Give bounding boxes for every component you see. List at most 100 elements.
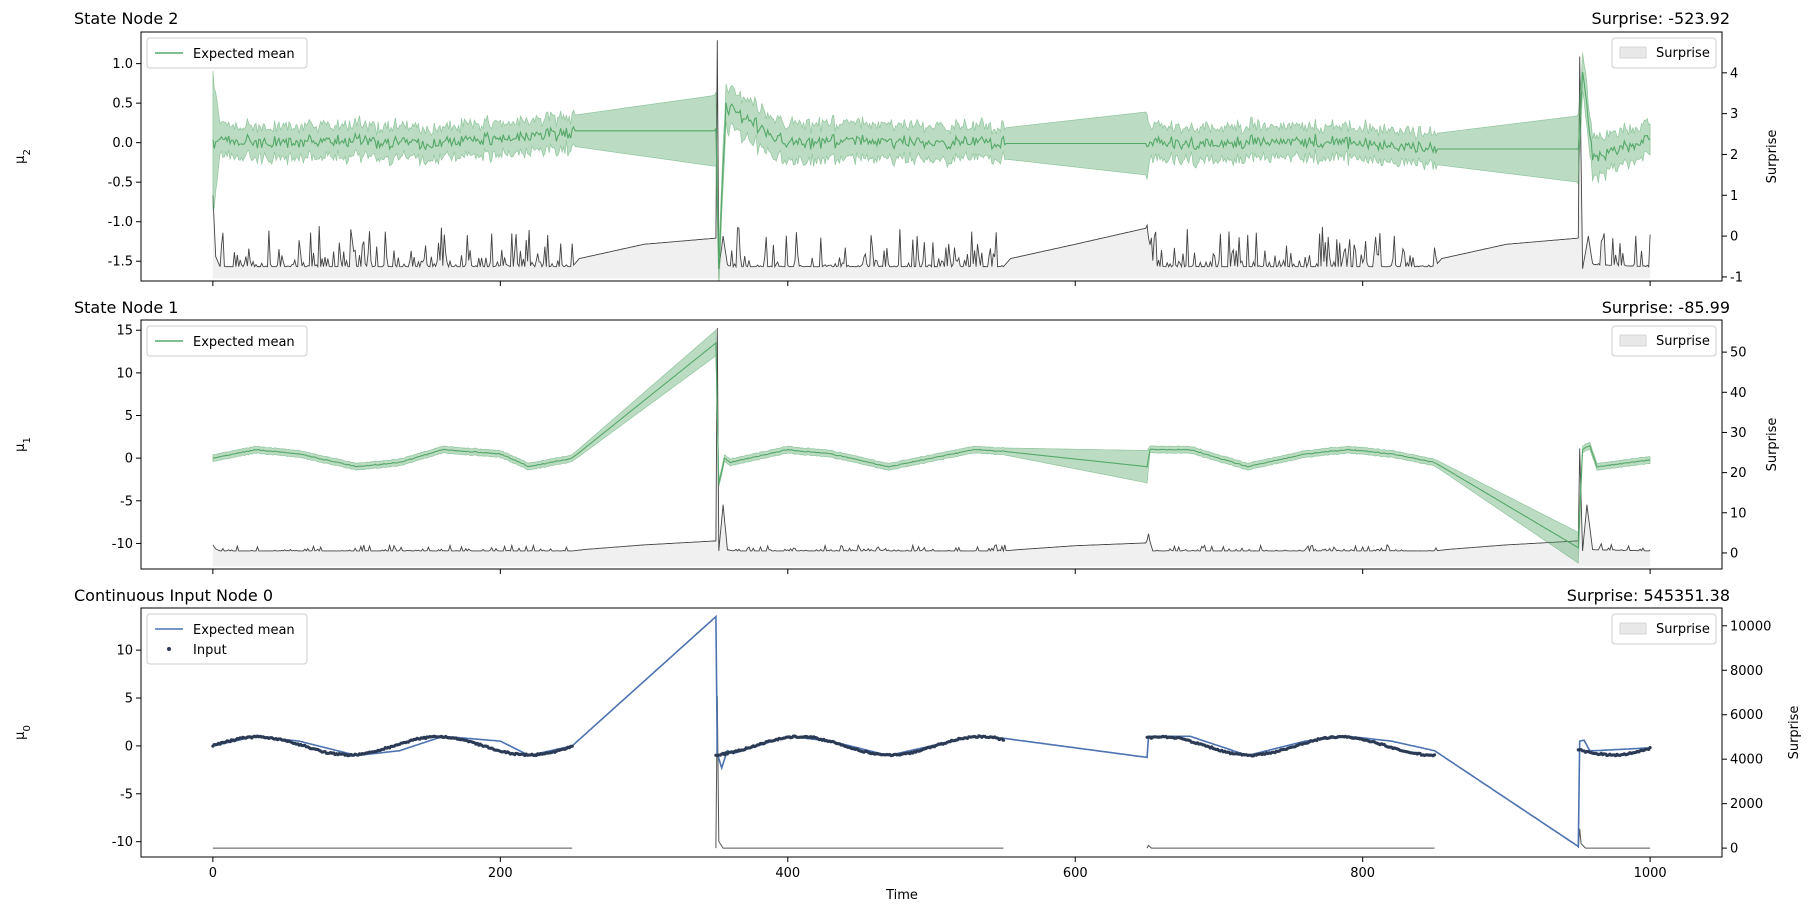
input-point [570,744,574,748]
plot-area: 0 200 400 600 800 1000 10 5 0 -5 -10 10000 8000 6000 4… [13,607,1802,881]
axes-frame [140,319,1723,570]
y-tick-label: 15 [116,324,133,339]
surprise-line-segment [715,696,1004,849]
surprise-line [212,327,1651,553]
y-right-tick-label: 20 [1730,466,1747,481]
y-right-tick-label: 10 [1730,506,1747,521]
y-axis-label: μ0 [13,725,33,740]
y-tick-label: 5 [125,692,133,707]
y-tick-label: -0.5 [108,176,133,191]
y-right-tick-label: 0 [1730,842,1738,857]
legend-left: Expected mean Input [146,613,308,665]
legend-marker-surprise [1619,622,1647,635]
legend-left: Expected mean [146,325,308,357]
panel-title: State Node 2 [74,9,178,28]
y-right-tick-label: 4000 [1730,753,1763,768]
y-right-tick-label: 2000 [1730,797,1763,812]
axes-frame [140,607,1723,858]
y-right-tick-label: 40 [1730,386,1747,401]
y-right-axis-label: Surprise [1765,418,1780,472]
plot-content [212,40,1651,281]
y-tick-label: -1.5 [108,255,133,270]
legend-box [1611,37,1717,69]
surprise-line-segment [1146,844,1435,849]
y-tick-label: -10 [112,537,133,552]
expected-mean-line [212,341,1651,549]
surprise-area [212,328,1651,567]
legend-label: Expected mean [193,623,295,638]
panel-surprise-total: Surprise: -523.92 [1592,9,1730,28]
legend-right: Surprise [1611,325,1717,357]
y-tick-label: 0 [125,739,133,754]
input-point [1432,753,1437,757]
x-tick-label: 200 [488,866,513,881]
x-tick-label: 600 [1063,866,1088,881]
legend-label: Expected mean [193,335,295,350]
y-right-tick-label: -1 [1730,270,1743,285]
legend-marker-surprise [1619,334,1647,347]
legend-marker-input [167,647,171,651]
legend-left: Expected mean [146,37,308,69]
x-tick-label: 1000 [1634,866,1667,881]
panel-surprise-total: Surprise: -85.99 [1602,298,1730,317]
y-right-tick-label: 30 [1730,426,1747,441]
y-tick-label: -10 [112,835,133,850]
y-axis-label-subscript: 2 [22,149,33,155]
plot-content [212,327,1651,567]
y-right-tick-label: 50 [1730,346,1747,361]
y-axis-label-symbol: μ [13,156,28,164]
expected-band [212,52,1651,281]
y-right-tick-label: 2 [1730,148,1738,163]
legend-box [146,613,308,665]
expected-mean-line [212,71,1651,267]
y-right-tick-label: 10000 [1730,619,1771,634]
surprise-line-segment [1577,828,1651,849]
y-right-tick-label: 1 [1730,189,1738,204]
panel-state-node-2: State Node 2 Surprise: -523.92 1.0 0.5 0.0… [13,9,1780,286]
legend-box [146,325,308,357]
y-tick-label: 5 [125,409,133,424]
y-tick-label: 0.0 [112,136,133,151]
y-axis-label: μ2 [13,149,33,164]
panel-title: Continuous Input Node 0 [74,586,273,605]
panel-surprise-total: Surprise: 545351.38 [1567,586,1730,605]
legend-label: Surprise [1656,334,1710,349]
y-tick-label: 0.5 [112,97,133,112]
y-right-axis-label: Surprise [1787,706,1802,760]
legend-right: Surprise [1611,37,1717,69]
y-tick-label: 10 [116,366,133,381]
y-right-tick-label: 3 [1730,107,1738,122]
legend-label: Expected mean [193,47,295,62]
y-right-tick-label: 0 [1730,230,1738,245]
x-tick-label: 0 [209,866,217,881]
y-tick-label: -5 [120,494,133,509]
panel-title: State Node 1 [74,298,178,317]
axes-frame [140,31,1723,282]
legend-label: Surprise [1656,46,1710,61]
y-right-tick-label: 4 [1730,66,1738,81]
input-point [1001,738,1006,742]
panel-continuous-input-node-0: Continuous Input Node 0 Surprise: 545351… [13,586,1802,881]
input-point [1648,746,1652,750]
y-axis-label-symbol: μ [13,444,28,452]
x-tick-label: 400 [775,866,800,881]
legend-box [1611,613,1717,645]
legend-right: Surprise [1611,613,1717,645]
legend-box [146,37,308,69]
y-tick-label: 10 [116,644,133,659]
y-tick-label: -1.0 [108,215,133,230]
y-tick-label: 0 [125,452,133,467]
legend-box [1611,325,1717,357]
y-tick-label: 1.0 [112,57,133,72]
legend-marker-surprise [1619,46,1647,59]
x-axis-label: Time [885,888,918,903]
expected-mean-line [212,614,1651,848]
y-axis-label-subscript: 1 [22,437,33,443]
y-right-tick-label: 8000 [1730,664,1763,679]
y-right-tick-label: 6000 [1730,708,1763,723]
legend-label: Input [193,643,227,658]
surprise-line [212,40,1651,269]
